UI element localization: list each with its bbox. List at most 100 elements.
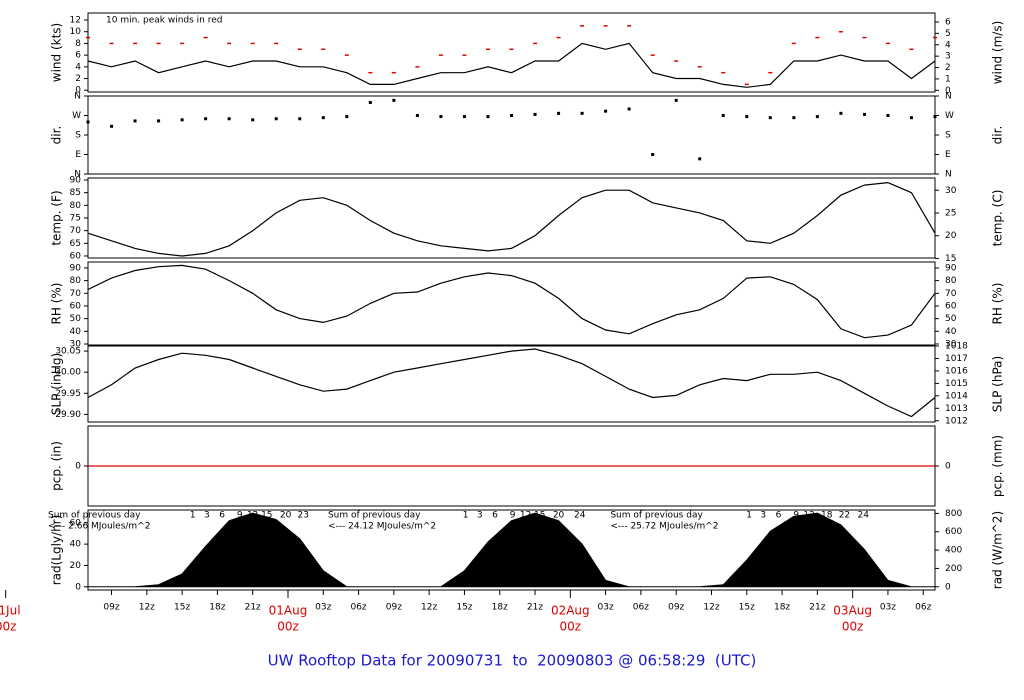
y2-tick-label: 5 <box>945 29 951 39</box>
y-tick-label: N <box>74 92 81 102</box>
dir-point <box>368 101 372 104</box>
y2-tick-label: 0 <box>945 86 951 96</box>
y-tick-label: 80 <box>70 276 82 286</box>
hour-label: 18 <box>821 511 833 521</box>
hour-label: 1 <box>190 511 196 521</box>
y-tick-label: 50 <box>70 314 82 324</box>
y-tick-label: W <box>72 111 81 121</box>
dir-point <box>815 115 819 119</box>
line-series <box>87 42 936 88</box>
dir-point <box>345 115 349 119</box>
hour-label: 15 <box>534 511 545 521</box>
y-tick-label: 4 <box>75 62 81 72</box>
dir-point <box>933 115 937 119</box>
y2-tick-label: 1 <box>945 74 951 84</box>
radiation-note: <--- 25.72 MJoules/m^2 <box>610 522 718 532</box>
hour-label: 23 <box>298 511 309 521</box>
y2-tick-label: 90 <box>945 263 957 273</box>
y-tick-label: 0 <box>75 582 81 592</box>
day-hour-label: 00z <box>842 620 864 634</box>
line-series <box>87 264 936 339</box>
x-tick-label: 12z <box>703 603 719 613</box>
y-axis-label: rad(Lgly/hr) <box>50 515 64 586</box>
dir-point <box>557 111 561 115</box>
dir-point <box>627 107 631 111</box>
y2-tick-label: E <box>945 150 951 160</box>
line-series <box>87 181 936 257</box>
x-tick-label: 12z <box>421 603 437 613</box>
dir-point <box>674 98 678 102</box>
y2-tick-label: W <box>945 111 954 121</box>
y2-tick-label: 40 <box>945 327 957 337</box>
y-tick-label: 12 <box>70 16 81 26</box>
y-tick-label: 70 <box>70 289 82 299</box>
hour-label: 9 <box>510 511 516 521</box>
x-tick-label: 15z <box>174 603 190 613</box>
hour-label: 3 <box>204 511 210 521</box>
y-tick-label: 70 <box>70 226 82 236</box>
dir-point <box>133 119 137 123</box>
dir-point <box>157 119 161 123</box>
y-tick-label: 0 <box>75 86 81 96</box>
x-tick-label: 06z <box>350 603 366 613</box>
x-tick-label: 18z <box>492 603 508 613</box>
y2-tick-label: 60 <box>945 301 957 311</box>
y-tick-label: 30 <box>70 339 82 349</box>
hour-label: 1 <box>463 511 469 521</box>
dir-point <box>321 116 325 120</box>
y-tick-label: 60 <box>70 251 82 261</box>
y2-tick-label: 1013 <box>945 404 968 414</box>
radiation-note: <--- 24.12 MJoules/m^2 <box>328 522 436 532</box>
y-tick-label: 75 <box>70 214 81 224</box>
page-title: UW Rooftop Data for 20090731 to 20090803… <box>268 652 757 670</box>
dir-point <box>392 98 396 102</box>
y-tick-label: 90 <box>70 263 82 273</box>
y2-tick-label: 70 <box>945 289 957 299</box>
dir-point <box>768 116 772 120</box>
dir-point <box>533 112 537 116</box>
radiation-note: Sum of previous day <box>328 511 421 521</box>
y-tick-label: 85 <box>70 188 81 198</box>
hour-label: 3 <box>760 511 766 521</box>
day-hour-label: 00z <box>277 620 299 634</box>
y2-tick-label: 0 <box>945 462 951 472</box>
panel-frame <box>87 12 936 93</box>
x-tick-label: 21z <box>809 603 825 613</box>
hour-label: 9 <box>793 511 799 521</box>
y2-tick-label: 25 <box>945 209 956 219</box>
day-label: 01Aug <box>269 604 308 618</box>
y-tick-label: N <box>74 170 81 180</box>
dir-point <box>86 120 90 124</box>
x-tick-label: 06z <box>633 603 649 613</box>
hour-label: 6 <box>776 511 782 521</box>
y-tick-label: 20 <box>70 561 82 571</box>
dir-point <box>698 157 702 161</box>
hour-label: 20 <box>280 511 292 521</box>
dir-point <box>651 153 655 156</box>
dir-point <box>274 117 278 121</box>
y2-tick-label: 2 <box>945 63 951 73</box>
dir-point <box>486 115 490 119</box>
y2-tick-label: 800 <box>945 509 962 519</box>
y-axis-label: SLP (inHg) <box>50 353 64 415</box>
hour-label: 9 <box>237 511 243 521</box>
x-tick-label: 09z <box>668 603 684 613</box>
day-hour-label: 00z <box>560 620 582 634</box>
day-label: 02Aug <box>551 604 590 618</box>
y-tick-label: 90 <box>70 176 82 186</box>
y2-axis-label: SLP (hPa) <box>991 356 1005 412</box>
y-tick-label: 40 <box>70 540 82 550</box>
y2-axis-label: RH (%) <box>991 283 1005 325</box>
panel-frame <box>87 261 936 346</box>
y2-tick-label: N <box>945 92 952 102</box>
y2-tick-label: 200 <box>945 564 962 574</box>
dir-point <box>298 117 302 121</box>
y-tick-label: 10 <box>70 27 82 37</box>
hour-label: 24 <box>858 511 870 521</box>
dir-point <box>862 112 866 116</box>
y-tick-label: S <box>75 131 81 141</box>
y-axis-label: RH (%) <box>50 283 64 325</box>
dir-point <box>604 109 608 113</box>
y-tick-label: 80 <box>70 201 82 211</box>
dir-point <box>745 115 749 119</box>
